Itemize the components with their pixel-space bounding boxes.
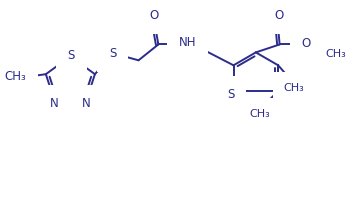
Text: S: S [227, 88, 234, 101]
Text: O: O [150, 9, 159, 22]
Text: S: S [68, 49, 75, 62]
Text: NH: NH [178, 36, 196, 49]
Text: S: S [109, 47, 116, 60]
Text: CH₃: CH₃ [325, 49, 346, 59]
Text: CH₃: CH₃ [4, 70, 26, 83]
Text: CH₃: CH₃ [249, 109, 270, 119]
Text: CH₃: CH₃ [284, 83, 304, 93]
Text: N: N [50, 97, 59, 110]
Text: O: O [274, 9, 283, 22]
Text: N: N [82, 97, 91, 110]
Text: O: O [302, 37, 311, 50]
